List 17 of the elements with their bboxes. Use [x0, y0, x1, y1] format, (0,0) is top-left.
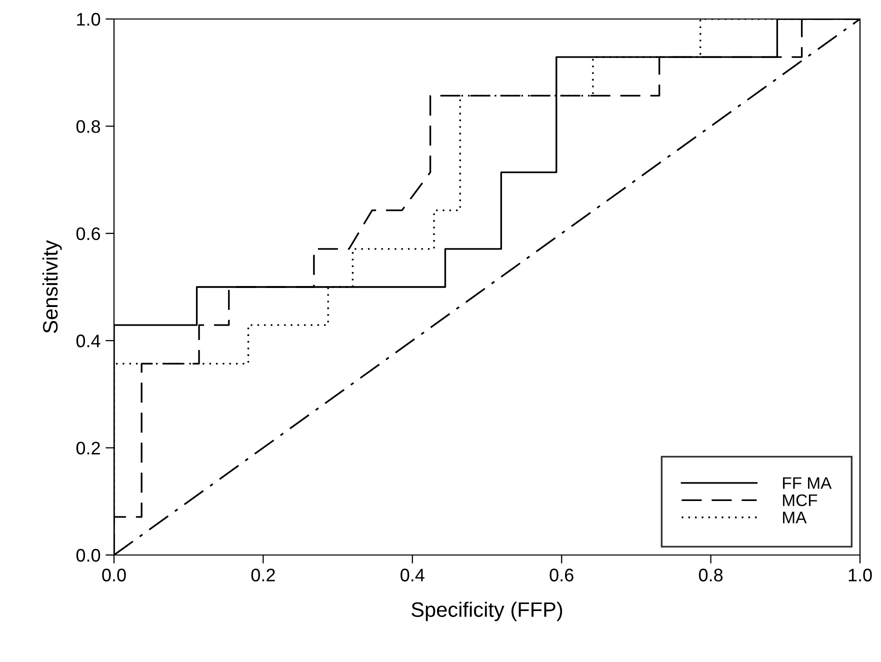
- legend-label: FF MA: [783, 477, 832, 489]
- x-tick-label: 0.6: [550, 568, 574, 582]
- legend-label: MCF: [783, 494, 818, 506]
- x-tick-label: 0.0: [102, 568, 126, 582]
- y-tick-label: 0.6: [76, 227, 100, 240]
- y-tick-label: 0.4: [76, 334, 100, 348]
- x-tick-label: 1.0: [848, 568, 872, 582]
- y-tick-label: 0.0: [76, 548, 100, 562]
- x-axis-title: Specificity (FFP): [412, 602, 562, 622]
- y-tick-label: 0.8: [76, 120, 100, 133]
- x-tick-label: 0.4: [400, 568, 424, 582]
- x-tick-label: 0.8: [698, 568, 723, 582]
- x-tick-label: 0.2: [251, 568, 275, 582]
- y-tick-label: 1.0: [77, 12, 100, 26]
- legend-label: MA: [783, 512, 807, 524]
- y-axis-title: Sensitivity: [42, 240, 62, 333]
- y-tick-label: 0.2: [76, 442, 100, 455]
